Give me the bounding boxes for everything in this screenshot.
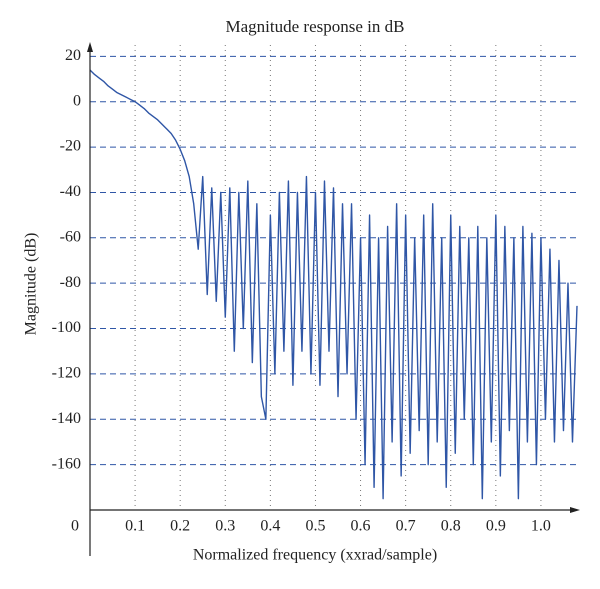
- y-tick-label: -160: [52, 455, 81, 472]
- y-tick-label: -120: [52, 365, 81, 382]
- x-axis-label: Normalized frequency (xxrad/sample): [193, 547, 437, 564]
- x-tick-label: 1.0: [531, 518, 551, 535]
- y-axis-label: Magnitude (dB): [23, 233, 40, 336]
- y-tick-label: -20: [60, 138, 81, 155]
- x-tick-label: 0.8: [441, 518, 461, 535]
- y-tick-label: -40: [60, 183, 81, 200]
- y-tick-label: 0: [73, 92, 81, 109]
- chart-title: Magnitude response in dB: [226, 17, 405, 36]
- y-axis-arrow: [87, 42, 93, 52]
- y-tick-label: -100: [52, 319, 81, 336]
- x-tick-label: 0.4: [260, 518, 280, 535]
- grid: [90, 45, 577, 510]
- y-tick-label: -60: [60, 228, 81, 245]
- x-tick-label: 0.7: [396, 518, 416, 535]
- x-tick-label: 0.9: [486, 518, 506, 535]
- line-series: [89, 69, 578, 500]
- x-tick-label: 0.6: [351, 518, 371, 535]
- x-tick-label: 0: [71, 518, 79, 535]
- x-tick-label: 0.5: [305, 518, 325, 535]
- y-tick-label: 20: [65, 47, 81, 64]
- x-tick-label: 0.1: [125, 518, 145, 535]
- y-tick-label: -140: [52, 410, 81, 427]
- y-tick-label: -80: [60, 274, 81, 291]
- x-axis-arrow: [570, 507, 580, 513]
- x-tick-label: 0.2: [170, 518, 190, 535]
- x-tick-label: 0.3: [215, 518, 235, 535]
- plot: [89, 69, 578, 500]
